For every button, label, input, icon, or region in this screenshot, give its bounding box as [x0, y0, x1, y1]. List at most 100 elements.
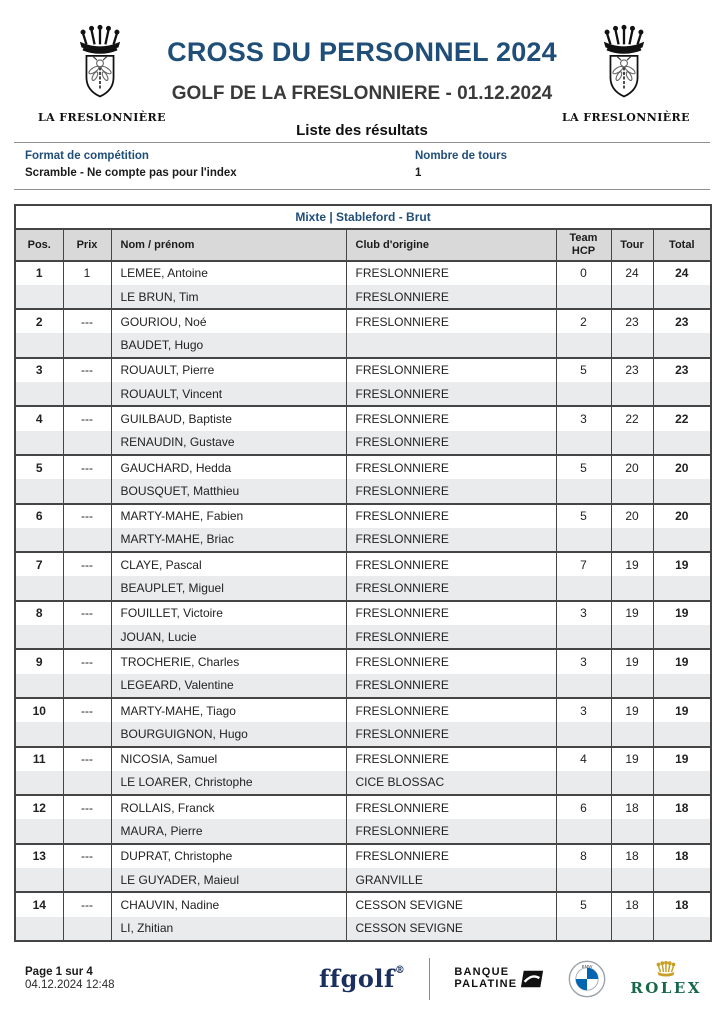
club-cell: FRESLONNIERE	[345, 382, 557, 407]
position-cell: 9	[14, 648, 64, 674]
prize-cell	[62, 916, 112, 941]
team-row-primary: 11 --- NICOSIA, Samuel FRESLONNIERE 4 19 19	[14, 745, 712, 771]
total-cell: 20	[652, 453, 712, 480]
prize-cell: ---	[62, 648, 112, 674]
team-row-primary: 10 --- MARTY-MAHE, Tiago FRESLONNIERE 3 19 19	[14, 696, 712, 723]
prize-cell: ---	[62, 794, 112, 820]
team-hcp-cell	[555, 673, 612, 698]
team-row-primary: 3 --- ROUAULT, Pierre FRESLONNIERE 5 23 23	[14, 356, 712, 383]
club-cell: FRESLONNIERE	[345, 430, 557, 455]
horizontal-rule	[14, 189, 710, 190]
player-name-cell: LE LOARER, Christophe	[110, 770, 347, 796]
player-name-cell: GUILBAUD, Baptiste	[110, 405, 347, 431]
prize-cell: ---	[62, 696, 112, 723]
player-name-cell: JOUAN, Lucie	[110, 625, 347, 650]
tour-cell	[610, 527, 654, 553]
tour-cell: 20	[610, 453, 654, 480]
club-crest-icon	[64, 24, 136, 108]
document-type-title: Liste des résultats	[296, 122, 428, 139]
team-hcp-cell: 5	[555, 891, 612, 917]
team-row-secondary: LE GUYADER, Maieul GRANVILLE	[14, 868, 712, 893]
position-cell	[14, 819, 64, 844]
total-cell	[652, 479, 712, 504]
total-cell: 19	[652, 551, 712, 577]
prize-cell: ---	[62, 551, 112, 577]
total-cell: 18	[652, 842, 712, 868]
position-cell	[14, 770, 64, 796]
total-cell: 22	[652, 405, 712, 431]
total-cell: 23	[652, 356, 712, 383]
banque-palatine-logo: BANQUE PALATINE	[454, 967, 544, 990]
format-value: Scramble - Ne compte pas pour l'index	[25, 167, 237, 179]
prize-cell	[62, 430, 112, 455]
section-title: Mixte | Stableford - Brut	[14, 205, 712, 231]
club-cell: FRESLONNIERE	[345, 842, 557, 868]
team-row-secondary: BAUDET, Hugo	[14, 333, 712, 358]
team-row-primary: 9 --- TROCHERIE, Charles FRESLONNIERE 3 19 19	[14, 648, 712, 674]
rounds-value: 1	[415, 167, 422, 179]
club-cell: FRESLONNIERE	[345, 527, 557, 553]
tour-cell: 18	[610, 794, 654, 820]
team-hcp-cell: 3	[555, 599, 612, 626]
column-header: Pos.	[14, 229, 64, 262]
position-cell	[14, 527, 64, 553]
total-cell	[652, 819, 712, 844]
team-hcp-cell: 3	[555, 405, 612, 431]
team-hcp-cell: 2	[555, 308, 612, 334]
team-hcp-cell	[555, 576, 612, 601]
tour-cell	[610, 673, 654, 698]
club-logo-caption: LA FRESLONNIÈRE	[562, 111, 690, 124]
club-cell: FRESLONNIERE	[345, 648, 557, 674]
prize-cell	[62, 868, 112, 893]
team-hcp-cell	[555, 819, 612, 844]
team-row-primary: 1 1 LEMEE, Antoine FRESLONNIERE 0 24 24	[14, 259, 712, 285]
club-logo-left: LA FRESLONNIÈRE	[38, 24, 165, 124]
tour-cell: 19	[610, 551, 654, 577]
team-hcp-cell	[555, 770, 612, 796]
club-cell: FRESLONNIERE	[345, 453, 557, 480]
position-cell	[14, 430, 64, 455]
tour-cell	[610, 430, 654, 455]
position-cell	[14, 284, 64, 310]
total-cell	[652, 625, 712, 650]
player-name-cell: RENAUDIN, Gustave	[110, 430, 347, 455]
total-cell: 24	[652, 259, 712, 285]
position-cell	[14, 868, 64, 893]
position-cell: 7	[14, 551, 64, 577]
format-block: Format de compétition Scramble - Ne comp…	[25, 150, 724, 179]
team-row-secondary: LI, Zhitian CESSON SEVIGNE	[14, 916, 712, 941]
player-name-cell: ROUAULT, Vincent	[110, 382, 347, 407]
team-hcp-cell: 3	[555, 696, 612, 723]
rounds-label: Nombre de tours	[415, 150, 508, 162]
total-cell	[652, 333, 712, 358]
player-name-cell: CHAUVIN, Nadine	[110, 891, 347, 917]
player-name-cell: CLAYE, Pascal	[110, 551, 347, 577]
player-name-cell: BEAUPLET, Miguel	[110, 576, 347, 601]
tour-cell	[610, 819, 654, 844]
title-block: CROSS DU PERSONNEL 2024 GOLF DE LA FRESL…	[162, 24, 562, 139]
player-name-cell: LEGEARD, Valentine	[110, 673, 347, 698]
document-footer: Page 1 sur 4 04.12.2024 12:48 ffgolf® BA…	[25, 957, 710, 1000]
player-name-cell: MAURA, Pierre	[110, 819, 347, 844]
total-cell	[652, 868, 712, 893]
club-cell: FRESLONNIERE	[345, 745, 557, 771]
club-cell: CESSON SEVIGNE	[345, 916, 557, 941]
tour-cell	[610, 868, 654, 893]
player-name-cell: LI, Zhitian	[110, 916, 347, 941]
player-name-cell: NICOSIA, Samuel	[110, 745, 347, 771]
club-crest-icon	[588, 24, 660, 108]
column-header: Prix	[62, 229, 112, 262]
tour-cell	[610, 625, 654, 650]
team-row-primary: 5 --- GAUCHARD, Hedda FRESLONNIERE 5 20 20	[14, 453, 712, 480]
team-hcp-cell	[555, 430, 612, 455]
competition-info: Format de compétition Scramble - Ne comp…	[0, 143, 724, 189]
tour-cell: 22	[610, 405, 654, 431]
team-hcp-cell: 0	[555, 259, 612, 285]
position-cell: 2	[14, 308, 64, 334]
position-cell: 14	[14, 891, 64, 917]
total-cell: 20	[652, 502, 712, 528]
banque-text-line2: PALATINE	[454, 977, 518, 990]
player-name-cell: MARTY-MAHE, Briac	[110, 527, 347, 553]
team-hcp-cell	[555, 333, 612, 358]
